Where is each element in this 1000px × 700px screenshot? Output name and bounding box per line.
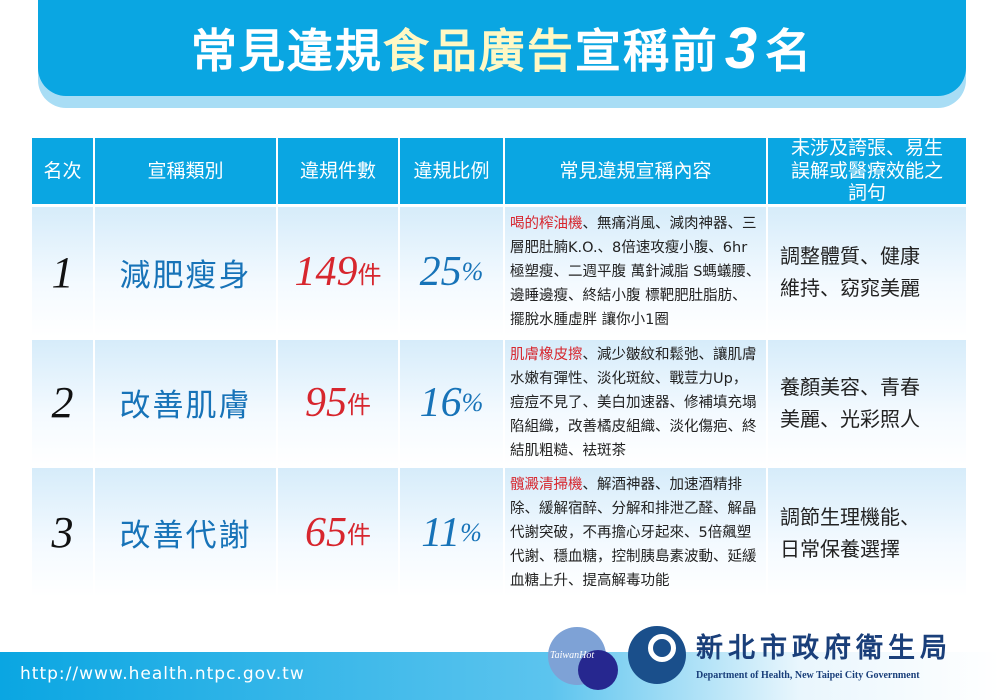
watermark-circle-inner <box>578 650 618 690</box>
claims-text: 肌膚橡皮擦、減少皺紋和鬆弛、讓肌膚水嫩有彈性、淡化斑紋、戰荳力Up，痘痘不見了、… <box>505 340 768 465</box>
violation-percent: 11% <box>400 468 505 597</box>
logo-name-zh: 新北市政府衛生局 <box>696 633 952 664</box>
percent-unit: % <box>461 387 484 417</box>
safe-line-2: 日常保養選擇 <box>780 536 900 561</box>
title-banner: 常見違規 食品廣告 宣稱前 3 名 <box>38 0 966 96</box>
header-safe-phrases: 未涉及誇張、易生誤解或醫療效能之詞句 <box>790 136 943 205</box>
percent-unit: % <box>461 257 484 286</box>
violation-percent: 25% <box>400 207 505 337</box>
claim-list: 、無痛消風、減肉神器、三層肥肚腩K.O.、8倍速攻瘦小腹、6hr極塑瘦、二週平腹… <box>510 216 761 328</box>
count-unit: 件 <box>357 260 382 289</box>
safe-line-2: 美麗、光彩照人 <box>780 406 920 431</box>
claim-list: 、解酒神器、加速酒精排除、緩解宿醉、分解和排泄乙醛、解晶代謝突破，不再擔心牙起來… <box>510 476 757 589</box>
ntpc-health-logo-icon <box>628 626 686 684</box>
claims-text: 喝的榨油機、無痛消風、減肉神器、三層肥肚腩K.O.、8倍速攻瘦小腹、6hr極塑瘦… <box>505 207 768 337</box>
safe-line-2: 維持、窈窕美麗 <box>780 276 920 300</box>
header-claims: 常見違規宣稱內容 <box>505 138 768 204</box>
count-unit: 件 <box>347 521 371 549</box>
claim-highlight: 肌膚橡皮擦 <box>510 346 583 363</box>
safe-phrases: 調節生理機能、 日常保養選擇 <box>768 468 966 597</box>
violation-percent: 16% <box>400 340 505 465</box>
logo-name-en: Department of Health, New Taipei City Go… <box>696 670 920 681</box>
category: 減肥瘦身 <box>95 207 278 337</box>
table-row: 2 改善肌膚 95 件 16% 肌膚橡皮擦、減少皺紋和鬆弛、讓肌膚水嫩有彈性、淡化… <box>32 340 966 465</box>
category: 改善肌膚 <box>95 340 278 465</box>
percent-value: 11 <box>421 509 461 556</box>
safe-line-1: 養顏美容、青春 <box>780 374 920 399</box>
rank: 1 <box>32 207 95 337</box>
percent-unit: % <box>460 517 482 547</box>
rank: 3 <box>32 468 95 597</box>
count-value: 149 <box>294 249 358 295</box>
safe-phrases: 養顏美容、青春 美麗、光彩照人 <box>768 340 966 465</box>
title-part2: 宣稱前 <box>574 24 719 78</box>
claim-highlight: 髖澱清掃機 <box>510 476 583 493</box>
footer-bar <box>0 652 1000 700</box>
claims-table: 名次 宣稱類別 違規件數 違規比例 常見違規宣稱內容 未涉及誇張、易生誤解或醫療… <box>32 136 966 597</box>
count-value: 65 <box>305 509 347 556</box>
health-department-logo: 新北市政府衛生局 Department of Health, New Taipe… <box>628 620 998 690</box>
table-row: 1 減肥瘦身 149 件 25% 喝的榨油機、無痛消風、減肉神器、三層肥肚腩K.O… <box>32 207 966 337</box>
percent-value: 25 <box>419 249 462 295</box>
violation-count: 149 件 <box>278 207 400 337</box>
header-category: 宣稱類別 <box>95 138 278 204</box>
percent-value: 16 <box>419 379 462 426</box>
violation-count: 65 件 <box>278 468 400 597</box>
count-unit: 件 <box>347 391 371 419</box>
count-value: 95 <box>305 379 347 426</box>
website-url[interactable]: http://www.health.ntpc.gov.tw <box>20 664 305 684</box>
category: 改善代謝 <box>95 468 278 597</box>
title-highlight: 食品廣告 <box>382 24 575 78</box>
rank: 2 <box>32 340 95 465</box>
safe-line-1: 調節生理機能、 <box>780 504 920 529</box>
claims-text: 髖澱清掃機、解酒神器、加速酒精排除、緩解宿醉、分解和排泄乙醛、解晶代謝突破，不再… <box>505 468 768 597</box>
title-part1: 常見違規 <box>190 24 383 78</box>
title-number: 3 <box>724 15 760 81</box>
claim-highlight: 喝的榨油機 <box>510 216 583 232</box>
title-part3: 名 <box>765 24 814 78</box>
header-rank: 名次 <box>32 138 95 204</box>
claim-list: 、減少皺紋和鬆弛、讓肌膚水嫩有彈性、淡化斑紋、戰荳力Up，痘痘不見了、美白加速器… <box>510 346 757 459</box>
table-row: 3 改善代謝 65 件 11% 髖澱清掃機、解酒神器、加速酒精排除、緩解宿醉、分解… <box>32 468 966 597</box>
header-percent: 違規比例 <box>400 138 505 204</box>
safe-line-1: 調整體質、健康 <box>780 244 920 268</box>
safe-phrases: 調整體質、健康 維持、窈窕美麗 <box>768 207 966 337</box>
watermark-text: TaiwanHot <box>550 650 595 661</box>
table-header: 名次 宣稱類別 違規件數 違規比例 常見違規宣稱內容 未涉及誇張、易生誤解或醫療… <box>32 136 966 205</box>
header-count: 違規件數 <box>278 138 400 204</box>
violation-count: 95 件 <box>278 340 400 465</box>
